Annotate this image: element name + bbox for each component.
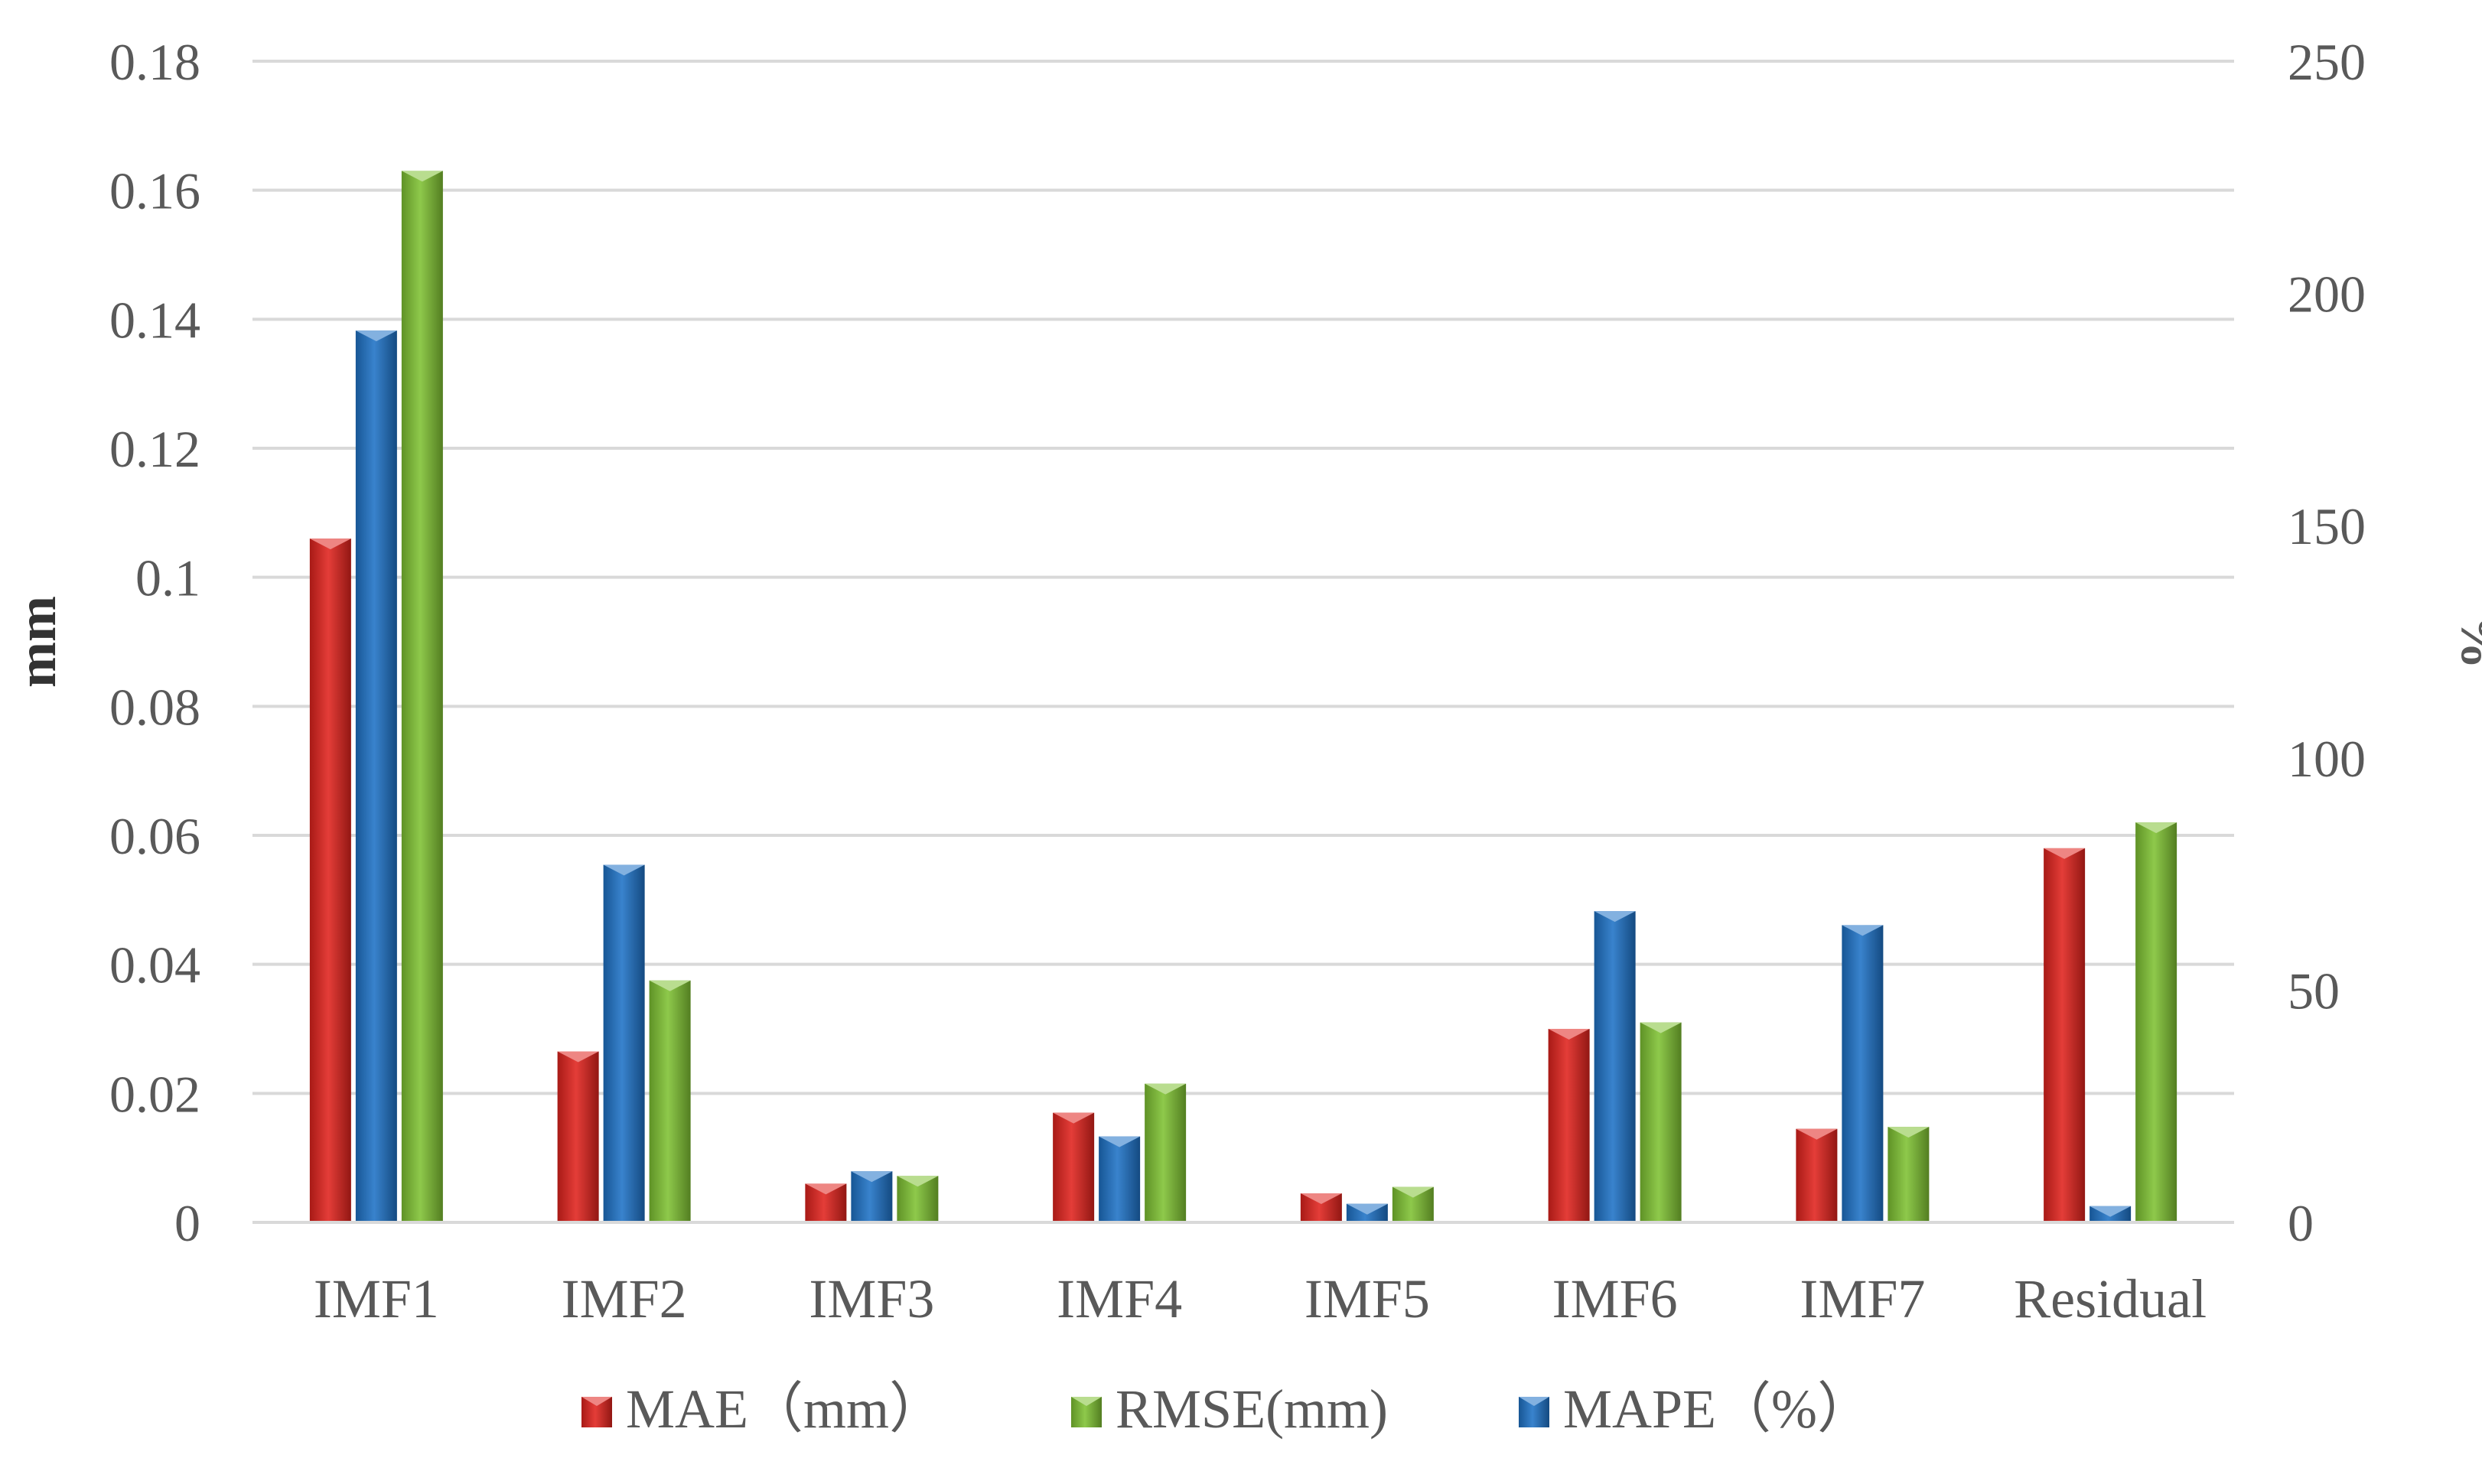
x-tick-label: IMF6 [1552, 1268, 1678, 1329]
x-tick-label: IMF7 [1800, 1268, 1925, 1329]
bar-rmse-mm-imf7-cap [1888, 1127, 1930, 1138]
axes: 0 0.02 0.04 0.06 0.08 0.1 0.12 0.14 0.16 0.18 0 50 1… [6, 33, 2482, 1329]
y-tick-label-left: 0.1 [135, 549, 200, 607]
bar-rmse-mm-imf5-cap [1392, 1186, 1434, 1198]
x-tick-label: IMF1 [314, 1268, 439, 1329]
bar-rmse-mm-imf1 [401, 171, 443, 1222]
legend-label-mae-mm: MAE（mm） [626, 1378, 944, 1440]
bar-mape-imf1 [355, 330, 397, 1222]
bar-mae-mm-imf7 [1796, 1128, 1838, 1222]
bar-mape-imf2-cap [603, 864, 645, 876]
x-tick-label: IMF5 [1305, 1268, 1430, 1329]
bar-mape-imf4 [1099, 1136, 1141, 1222]
bar-rmse-mm-residual [2135, 822, 2177, 1222]
y-tick-label-left: 0.06 [109, 807, 200, 865]
y-tick-label-right: 200 [2288, 265, 2366, 324]
bar-mae-mm-imf1-cap [309, 539, 351, 550]
bar-mape-imf7 [1842, 925, 1884, 1222]
gridlines [252, 60, 2234, 1224]
bar-mae-mm-imf1 [309, 539, 351, 1222]
bar-mae-mm-residual [2044, 848, 2086, 1222]
bar-mape-imf7-cap [1842, 925, 1884, 936]
x-tick-label: IMF2 [562, 1268, 687, 1329]
y-tick-label-right: 50 [2288, 962, 2340, 1020]
bar-mape-imf1-cap [355, 330, 397, 342]
bar-rmse-mm-imf7 [1888, 1127, 1930, 1222]
bar-mae-mm-imf4 [1053, 1112, 1095, 1222]
bar-mae-mm-imf2 [557, 1051, 599, 1222]
x-tick-label: IMF4 [1057, 1268, 1182, 1329]
y-tick-label-left: 0.12 [109, 420, 200, 478]
bar-mape-imf6-cap [1594, 911, 1636, 923]
x-tick-label: IMF3 [809, 1268, 934, 1329]
y-tick-label-right: 100 [2288, 730, 2366, 788]
bar-mae-mm-imf6 [1548, 1029, 1590, 1222]
bars [309, 171, 2177, 1222]
y-tick-label-left: 0.08 [109, 678, 200, 736]
y-tick-label-left: 0.04 [109, 936, 200, 994]
y-tick-label-left: 0.18 [109, 33, 200, 91]
y-tick-label-right: 0 [2288, 1194, 2314, 1252]
bar-mae-mm-residual-cap [2044, 848, 2086, 859]
bar-mae-mm-imf6-cap [1548, 1029, 1590, 1040]
bar-rmse-mm-imf6-cap [1640, 1022, 1682, 1033]
bar-rmse-mm-imf2 [649, 980, 691, 1222]
legend-swatch-cap-rmse-mm [1071, 1397, 1102, 1406]
bar-rmse-mm-imf3-cap [897, 1176, 939, 1187]
bar-mape-imf5-cap [1346, 1203, 1388, 1215]
bar-rmse-mm-imf2-cap [649, 980, 691, 991]
y-axis-title-right: % [2450, 614, 2482, 669]
legend-swatch-cap-mape [1519, 1397, 1549, 1406]
bar-mae-mm-imf4-cap [1053, 1112, 1095, 1124]
legend-label-rmse-mm: RMSE(mm) [1116, 1378, 1388, 1440]
y-tick-label-left: 0 [174, 1194, 200, 1252]
bar-rmse-mm-imf6 [1640, 1022, 1682, 1222]
bar-mae-mm-imf7-cap [1796, 1128, 1838, 1140]
y-tick-label-left: 0.14 [109, 291, 200, 349]
y-tick-label-left: 0.16 [109, 162, 200, 220]
bar-mape-imf3-cap [851, 1171, 893, 1183]
bar-mae-mm-imf5-cap [1300, 1193, 1342, 1205]
bar-mape-residual-cap [2090, 1206, 2132, 1217]
bar-rmse-mm-imf1-cap [401, 171, 443, 182]
bar-mae-mm-imf3-cap [805, 1183, 847, 1195]
y-tick-label-right: 250 [2288, 33, 2366, 91]
y-axis-title-left: mm [6, 596, 67, 688]
x-tick-label: Residual [2014, 1268, 2207, 1329]
legend-label-mape: MAPE（%） [1563, 1378, 1872, 1440]
y-tick-label-right: 150 [2288, 497, 2366, 555]
bar-mape-imf6 [1594, 911, 1636, 1222]
bar-rmse-mm-residual-cap [2135, 822, 2177, 834]
legend-swatch-cap-mae-mm [581, 1397, 612, 1406]
legend: MAE（mm） RMSE(mm) MAPE（%） [581, 1378, 1872, 1440]
bar-mae-mm-imf2-cap [557, 1051, 599, 1063]
y-tick-label-left: 0.02 [109, 1065, 200, 1123]
bar-mape-imf2 [603, 864, 645, 1222]
bar-rmse-mm-imf4 [1145, 1083, 1187, 1222]
bar-mape-imf4-cap [1099, 1136, 1141, 1147]
bar-rmse-mm-imf4-cap [1145, 1083, 1187, 1095]
